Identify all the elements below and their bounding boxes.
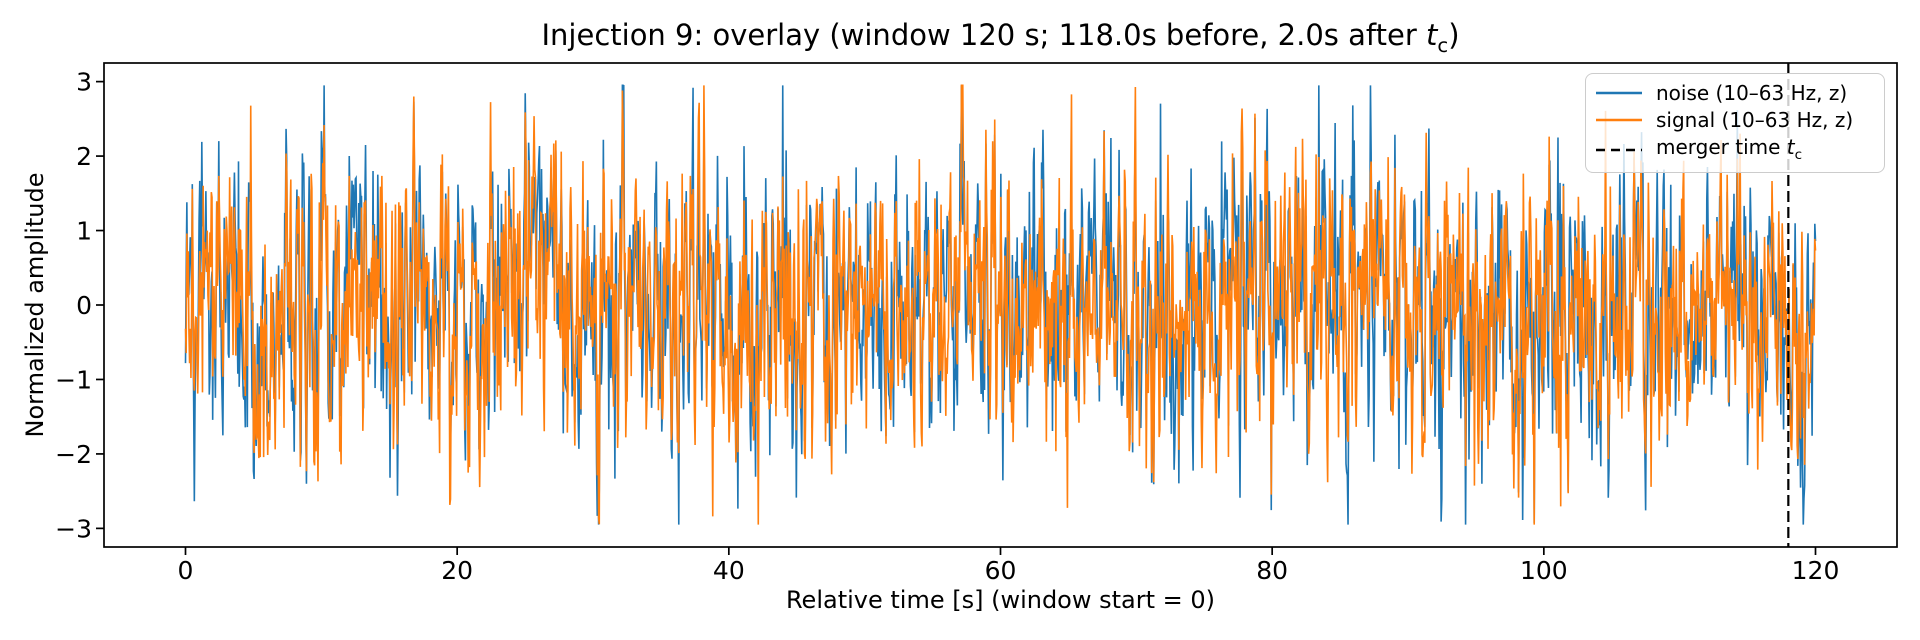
- x-tick-label: 120: [1792, 556, 1840, 585]
- legend-item-merger: merger time tc: [1595, 137, 1874, 163]
- y-tick-label: −1: [55, 365, 92, 394]
- y-tick-label: −3: [55, 514, 92, 543]
- legend-label-noise: noise (10–63 Hz, z): [1656, 81, 1848, 106]
- chart-title-text: Injection 9: overlay (window 120 s; 118.…: [541, 18, 1426, 52]
- y-tick-label: 3: [76, 68, 92, 97]
- legend-label-merger: merger time tc: [1656, 134, 1803, 163]
- x-tick-label: 80: [1256, 556, 1288, 585]
- chart-title-math-var: t: [1425, 18, 1438, 52]
- x-tick-label: 40: [713, 556, 745, 585]
- noise-line-swatch: [1596, 92, 1642, 95]
- signal-trace: [184, 84, 1817, 525]
- x-tick-label: 0: [178, 556, 194, 585]
- x-tick-label: 60: [985, 556, 1017, 585]
- legend-label-signal: signal (10–63 Hz, z): [1656, 108, 1854, 133]
- y-axis-label: Normalized amplitude: [21, 172, 49, 438]
- x-tick-label: 100: [1520, 556, 1568, 585]
- signal-line-swatch: [1596, 118, 1642, 122]
- y-tick-label: 0: [76, 291, 92, 320]
- x-tick-label: 20: [441, 556, 473, 585]
- y-tick-label: 2: [76, 142, 92, 171]
- x-axis-label: Relative time [s] (window start = 0): [785, 586, 1216, 614]
- chart-title-math-sub: c: [1437, 33, 1449, 57]
- y-tick-label: 1: [76, 217, 92, 246]
- merger-line-swatch: [1596, 148, 1642, 151]
- chart-title: Injection 9: overlay (window 120 s; 118.…: [104, 18, 1897, 57]
- chart-title-suffix: ): [1448, 18, 1460, 52]
- y-tick-label: −2: [55, 440, 92, 469]
- legend-item-noise: noise (10–63 Hz, z): [1595, 83, 1874, 103]
- legend-item-signal: signal (10–63 Hz, z): [1595, 110, 1874, 130]
- legend: noise (10–63 Hz, z) signal (10–63 Hz, z)…: [1585, 73, 1885, 173]
